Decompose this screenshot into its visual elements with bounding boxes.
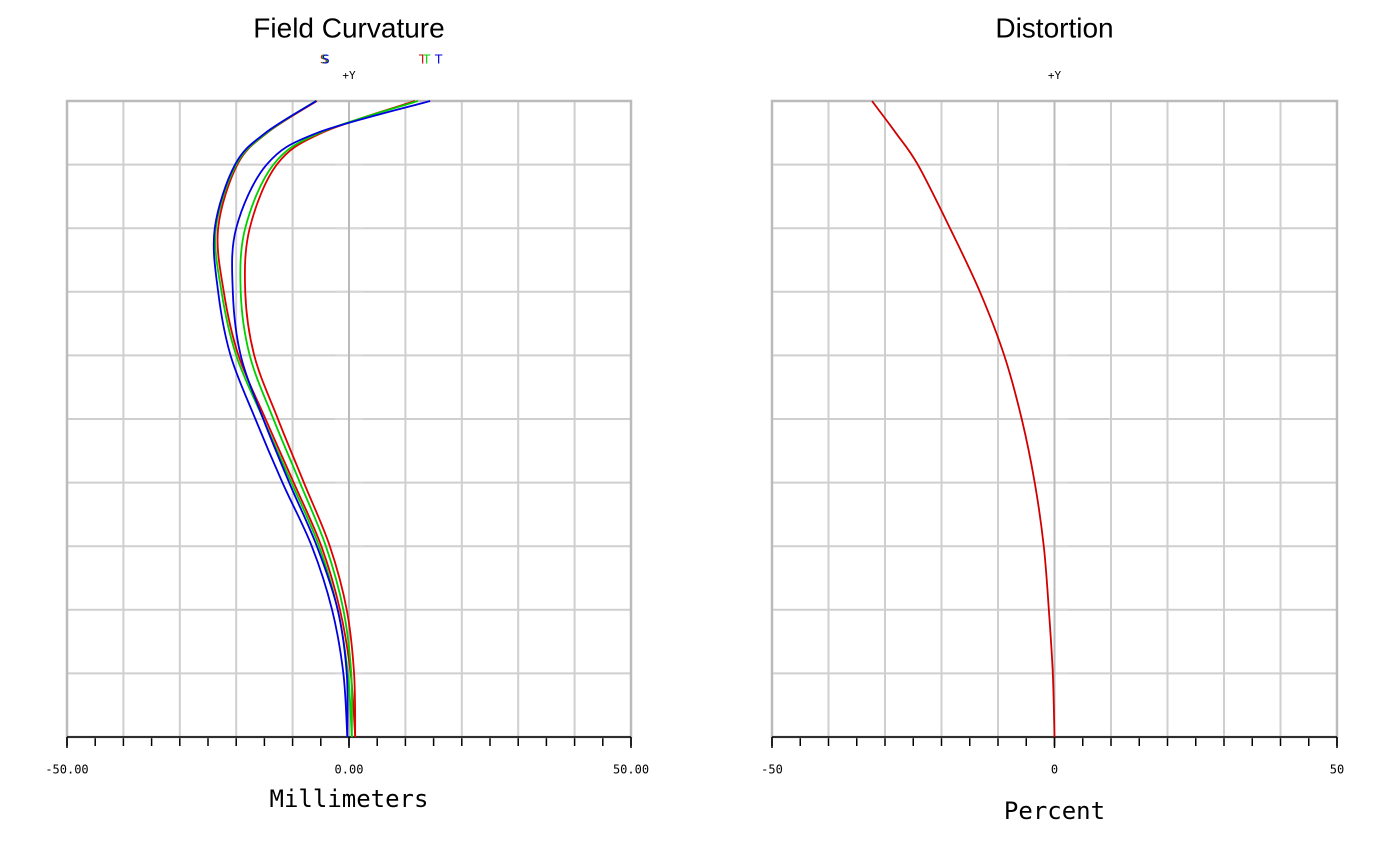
legend-label: S bbox=[320, 53, 328, 67]
x-tick-label: 0 bbox=[1051, 763, 1058, 777]
chart-title: Field Curvature bbox=[253, 12, 444, 43]
x-tick-label: 50 bbox=[1330, 763, 1344, 777]
legend-label: T bbox=[434, 53, 443, 67]
legend-label: S bbox=[321, 53, 329, 67]
curve bbox=[239, 100, 419, 738]
x-tick-label: -50 bbox=[761, 763, 783, 777]
x-axis-label: Millimeters bbox=[270, 785, 429, 813]
curve bbox=[231, 100, 431, 738]
curve bbox=[212, 100, 349, 738]
curve bbox=[243, 100, 416, 738]
legend-label: T bbox=[418, 53, 427, 67]
chart-title: Distortion bbox=[995, 12, 1113, 43]
axis-direction-label: +Y bbox=[1048, 69, 1062, 82]
legend-label: S bbox=[322, 53, 330, 67]
x-tick-label: -50.00 bbox=[45, 763, 88, 777]
x-tick-label: 0.00 bbox=[335, 763, 364, 777]
curve bbox=[871, 100, 1056, 738]
x-tick-label: 50.00 bbox=[613, 763, 649, 777]
legend-label: T bbox=[422, 53, 431, 67]
axis-direction-label: +Y bbox=[342, 69, 356, 82]
x-axis-label: Percent bbox=[1004, 797, 1105, 825]
